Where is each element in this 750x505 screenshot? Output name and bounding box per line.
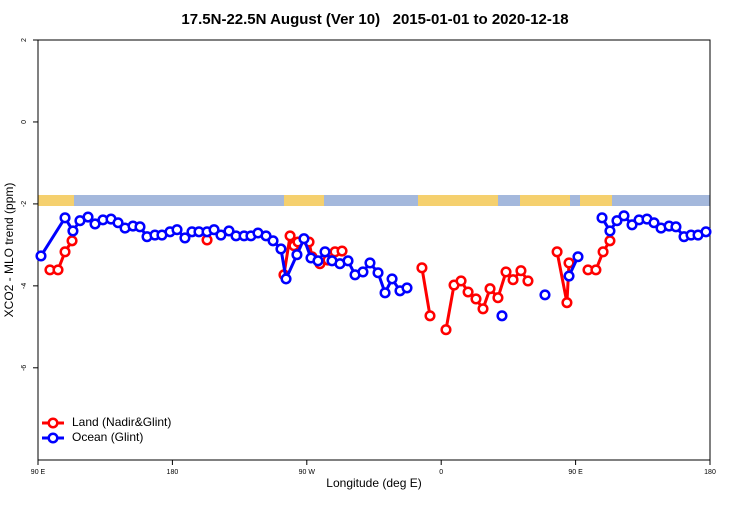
point [179,232,191,244]
point [267,235,279,247]
point [59,246,71,258]
point [496,310,508,322]
point [507,274,519,286]
point [561,297,573,309]
point [597,246,609,258]
x-tick-label: 180 [704,469,716,476]
point [424,310,436,322]
point [260,230,272,242]
legend-marker [47,417,59,429]
point [604,225,616,237]
point [364,257,376,269]
land-patch [580,195,612,206]
point [648,217,660,229]
point [112,217,124,229]
legend-marker [47,432,59,444]
point [670,221,682,233]
point [134,221,146,233]
point [67,225,79,237]
land-patch [284,195,324,206]
point [563,270,575,282]
point [171,224,183,236]
point [82,211,94,223]
point [572,251,584,263]
legend-label: Ocean (Glint) [72,430,143,444]
point [626,219,638,231]
y-axis-label: XCO2 - MLO trend (ppm) [2,183,16,318]
x-tick-label: 90 E [31,469,46,476]
point [500,266,512,278]
point [336,245,348,257]
y-tick-label: -2 [21,201,28,207]
point [319,246,331,258]
point [372,267,384,279]
point [596,212,608,224]
point [539,289,551,301]
point [275,243,287,255]
legend-label: Land (Nadir&Glint) [72,415,171,429]
point [280,273,292,285]
x-tick-label: 180 [167,469,179,476]
point [700,226,712,238]
point [291,249,303,261]
point [522,275,534,287]
land-ocean-strip [38,195,710,206]
point [298,233,310,245]
land-patch [418,195,498,206]
point [492,292,504,304]
point [563,257,575,269]
point [386,273,398,285]
x-tick-label: 0 [439,469,443,476]
point [604,235,616,247]
point [52,264,64,276]
land-patch [520,195,570,206]
point [208,224,220,236]
point [455,275,467,287]
point [590,264,602,276]
point [440,324,452,336]
point [59,212,71,224]
point [470,293,482,305]
point [215,229,227,241]
y-tick-label: 2 [21,38,28,42]
ocean-strip [38,195,710,206]
point [551,246,563,258]
point [284,230,296,242]
point [312,255,324,267]
y-tick-label: -4 [21,283,28,289]
point [66,235,78,247]
point [379,287,391,299]
point [618,210,630,222]
point [342,255,354,267]
x-tick-label: 90 W [299,469,316,476]
y-tick-label: 0 [21,120,28,124]
point [477,303,489,315]
point [484,283,496,295]
series-line [49,230,612,330]
chart-title: 17.5N-22.5N August (Ver 10) 2015-01-01 t… [181,11,568,28]
y-tick-label: -6 [21,365,28,371]
point [462,286,474,298]
point [35,250,47,262]
land-patch [38,195,74,206]
plot-frame [37,39,711,461]
point [416,262,428,274]
point [357,266,369,278]
x-tick-label: 90 E [568,469,583,476]
point [401,282,413,294]
point [515,265,527,277]
x-axis-label: Longitude (deg E) [326,476,421,490]
point [223,225,235,237]
point [611,215,623,227]
